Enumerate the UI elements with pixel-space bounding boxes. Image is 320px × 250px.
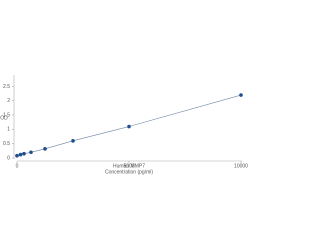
x-tick-label: 0 [16, 163, 19, 169]
y-tick-label: 1.5 [3, 112, 10, 118]
data-point [18, 152, 23, 157]
chart: Human MMP7 Concentration (pg/ml) OD 0 0.5… [0, 75, 248, 175]
data-point [127, 124, 131, 129]
data-point [239, 93, 243, 97]
data-point [43, 147, 47, 151]
x-tick-label: 5000 [123, 163, 134, 169]
y-tick-label: 2.5 [3, 84, 10, 90]
data-point [15, 153, 19, 158]
y-tick-label: 0 [7, 155, 10, 161]
y-axis-label: OD [0, 115, 8, 121]
x-axis-label: Concentration (pg/ml) [105, 169, 153, 175]
data-point [29, 150, 33, 155]
data-point [22, 151, 26, 156]
y-tick-label: 2 [7, 98, 10, 104]
y-tick-label: 0.5 [3, 141, 10, 147]
x-axis-label: Human MMP7 [113, 163, 145, 169]
data-point [71, 139, 75, 143]
x-tick-label: 10000 [234, 163, 248, 169]
y-tick-label: 1 [7, 127, 10, 133]
